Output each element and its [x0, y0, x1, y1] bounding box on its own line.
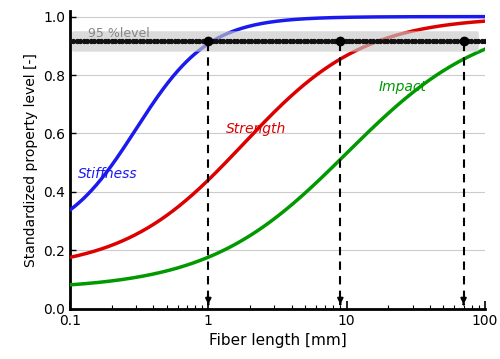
- Y-axis label: Standardized property level [-]: Standardized property level [-]: [24, 53, 38, 267]
- Text: Strength: Strength: [226, 122, 286, 136]
- Text: Stiffness: Stiffness: [78, 167, 138, 181]
- FancyBboxPatch shape: [72, 31, 479, 52]
- X-axis label: Fiber length [mm]: Fiber length [mm]: [208, 333, 346, 348]
- Text: 95 %level: 95 %level: [88, 27, 150, 40]
- Text: Impact: Impact: [378, 80, 426, 94]
